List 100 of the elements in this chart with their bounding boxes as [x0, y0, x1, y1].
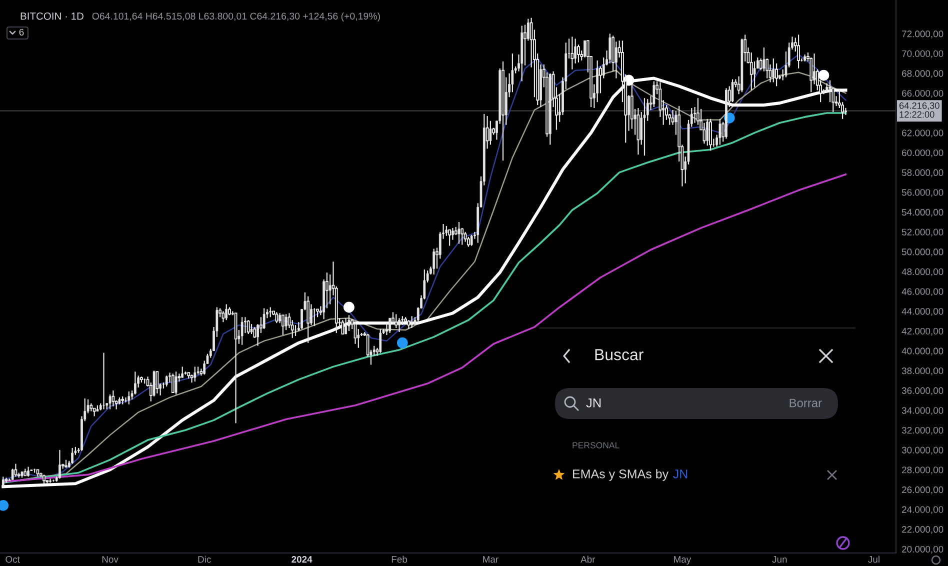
- y-tick-label: 48.000,00: [902, 268, 944, 276]
- candlestick: [394, 314, 398, 329]
- candlestick: [398, 318, 400, 333]
- point: [818, 70, 830, 81]
- candlestick: [470, 234, 473, 246]
- y-tick-label: 62.000,00: [902, 130, 944, 138]
- candlestick: [731, 78, 734, 103]
- candlestick: [165, 375, 168, 388]
- x-tick-label: Abr: [580, 556, 596, 563]
- candlestick: [694, 106, 696, 124]
- candlestick: [262, 308, 266, 330]
- annotation: 6: [19, 28, 24, 36]
- y-tick-label: 72.000,00: [902, 30, 944, 38]
- candlestick: [128, 390, 130, 405]
- x-tick-label: Oct: [6, 556, 20, 563]
- candlestick: [643, 98, 646, 156]
- candlestick: [281, 314, 284, 336]
- candlestick: [489, 120, 492, 146]
- candlestick: [156, 371, 159, 394]
- candlestick: [762, 47, 766, 72]
- candlestick: [310, 304, 312, 326]
- candlestick: [772, 58, 775, 83]
- annotation: Buscar: [595, 349, 644, 360]
- x-tick-label: May: [674, 556, 692, 565]
- candlestick: [71, 447, 74, 464]
- candlestick: [240, 316, 244, 346]
- candlestick: [750, 52, 753, 91]
- x-tick-label: Nov: [102, 556, 118, 563]
- candlestick: [652, 80, 656, 108]
- y-tick-label: 26.000,00: [902, 486, 944, 494]
- candlestick: [259, 316, 262, 334]
- candlestick: [410, 316, 414, 329]
- candlestick: [608, 33, 612, 64]
- candlestick: [718, 118, 722, 146]
- y-tick-label: 22.000,00: [902, 526, 944, 534]
- text: O64.101,64 H64.515,08 L63.800,01 C64.216,30 +124,56 (+0,19%): [92, 12, 380, 22]
- text: BITCOIN · 1D: [20, 12, 84, 20]
- y-tick-label: 44.000,00: [902, 308, 944, 316]
- annotation: JN: [673, 470, 688, 478]
- candlestick: [753, 60, 756, 88]
- candlestick: [570, 36, 574, 70]
- annotation: JN: [586, 398, 601, 408]
- candlestick: [174, 371, 178, 395]
- y-tick-label: 20.000,00: [902, 546, 944, 554]
- y-tick-label: 32.000,00: [902, 426, 944, 435]
- candlestick: [452, 227, 454, 240]
- candlestick: [246, 320, 250, 335]
- y-tick-label: 56.000,00: [902, 189, 944, 197]
- candlestick: [294, 324, 297, 337]
- x-tick-label: Dic: [198, 556, 211, 563]
- annotation: PERSONAL: [572, 442, 620, 448]
- x-tick-label: Feb: [392, 556, 408, 563]
- candlestick: [344, 318, 348, 335]
- y-tick-label: 50.000,00: [902, 248, 944, 256]
- annotation: Borrar: [790, 398, 822, 408]
- candlestick: [112, 390, 115, 407]
- y-tick-label: 40.000,00: [902, 348, 944, 356]
- x-tick-label: Jul: [868, 556, 880, 563]
- candlestick: [445, 225, 448, 236]
- candlestick: [511, 52, 514, 93]
- point: [344, 302, 354, 313]
- y-tick-label: 38.000,00: [902, 367, 944, 376]
- candlestick: [706, 118, 709, 146]
- x-tick-label: 2024: [292, 556, 312, 563]
- y-tick-label: 24.000,00: [902, 506, 944, 514]
- y-tick-label: 36.000,00: [902, 387, 944, 396]
- candlestick: [2, 476, 4, 488]
- candlestick: [813, 52, 816, 85]
- y-tick-label: 42.000,00: [902, 328, 944, 336]
- candlestick: [326, 272, 328, 309]
- y-tick-label: 58.000,00: [902, 169, 944, 178]
- candlestick: [194, 366, 196, 382]
- candlestick: [181, 366, 184, 378]
- candlestick: [108, 394, 112, 410]
- candlestick: [432, 248, 436, 276]
- candlestick: [379, 328, 382, 354]
- candlestick: [797, 34, 800, 69]
- candlestick: [775, 62, 778, 87]
- candlestick: [828, 80, 832, 103]
- candlestick: [306, 296, 310, 344]
- candlestick: [250, 324, 253, 335]
- candlestick: [709, 118, 712, 152]
- candlestick: [225, 304, 228, 321]
- candlestick: [844, 107, 847, 116]
- candlestick: [253, 326, 256, 338]
- y-tick-label: 60.000,00: [902, 149, 944, 158]
- y-tick-label: 28.000,00: [902, 466, 944, 474]
- candlestick: [341, 320, 344, 335]
- candlestick: [348, 314, 350, 332]
- candlestick: [58, 449, 61, 480]
- candlestick: [269, 306, 272, 318]
- candlestick: [27, 466, 30, 478]
- annotation: EMAs y SMAs by: [573, 469, 669, 481]
- candlestick: [810, 56, 813, 93]
- candlestick: [584, 40, 586, 58]
- y-tick-label: 46.000,00: [902, 288, 944, 296]
- candlestick: [284, 314, 288, 331]
- y-tick-label: 54.000,00: [902, 208, 944, 217]
- y-tick-label: 52.000,00: [902, 228, 944, 237]
- candlestick: [615, 41, 618, 79]
